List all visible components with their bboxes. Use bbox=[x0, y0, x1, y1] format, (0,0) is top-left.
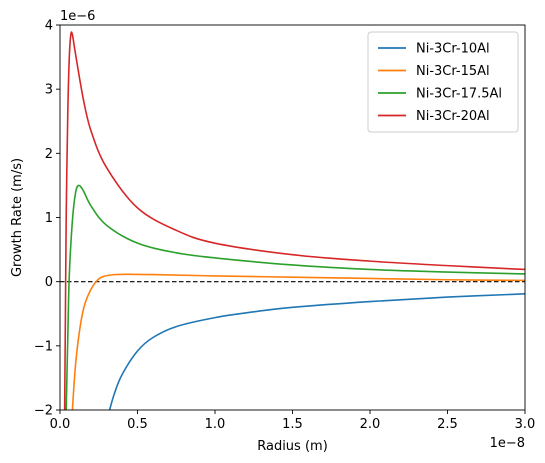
series-line-1 bbox=[108, 293, 525, 410]
series-line-2 bbox=[71, 273, 525, 410]
x-tick-label: 1.5 bbox=[282, 417, 303, 432]
y-tick-label: 2 bbox=[45, 147, 53, 162]
y-tick-label: 4 bbox=[45, 19, 53, 34]
x-tick-label: 2.5 bbox=[437, 417, 458, 432]
y-tick-label: 0 bbox=[45, 275, 53, 290]
legend-box bbox=[367, 31, 519, 133]
series-lines-layer bbox=[60, 31, 525, 410]
legend: Ni-3Cr-10Al Ni-3Cr-15Al Ni-3Cr-17.5Al Ni-3C… bbox=[367, 31, 519, 133]
x-tick-label: 3.0 bbox=[515, 417, 536, 432]
y-tick-label: 3 bbox=[45, 83, 53, 98]
legend-label-3: Ni-3Cr-17.5Al bbox=[416, 87, 502, 102]
x-tick-label: 0.5 bbox=[127, 417, 148, 432]
series-line-4 bbox=[63, 31, 525, 410]
x-axis-label: Radius (m) bbox=[257, 439, 328, 454]
series-line-3 bbox=[65, 184, 525, 410]
x-tick-label: 2.0 bbox=[360, 417, 381, 432]
axes-layer: 0.0 0.5 1.0 1.5 2.0 2.5 3.0 −2 −1 0 1 2 3 4 1e−6 1e−8 Ra… bbox=[10, 9, 535, 454]
y-tick-label: −1 bbox=[34, 339, 53, 354]
legend-label-4: Ni-3Cr-20Al bbox=[416, 109, 490, 124]
x-tick-label: 1.0 bbox=[205, 417, 226, 432]
y-tick-label: −2 bbox=[34, 404, 53, 419]
x-offset-label: 1e−8 bbox=[490, 436, 525, 451]
y-tick-label: 1 bbox=[45, 211, 53, 226]
legend-label-2: Ni-3Cr-15Al bbox=[416, 64, 490, 79]
x-tick-label: 0.0 bbox=[50, 417, 71, 432]
y-axis-label: Growth Rate (m/s) bbox=[10, 158, 25, 277]
legend-label-1: Ni-3Cr-10Al bbox=[416, 42, 490, 57]
y-offset-label: 1e−6 bbox=[60, 9, 95, 24]
